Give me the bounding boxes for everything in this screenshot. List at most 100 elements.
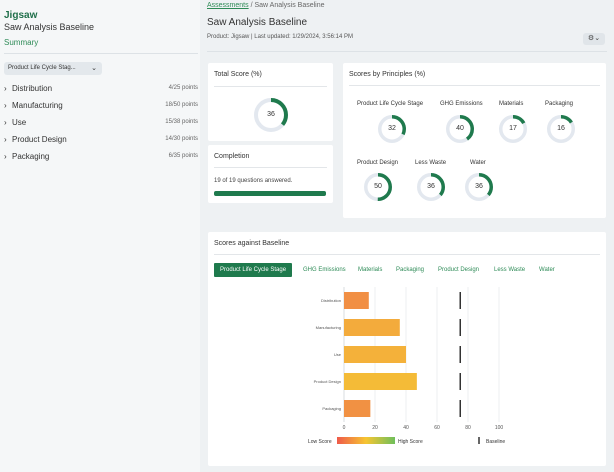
principle-gauge: 40 [446, 115, 474, 143]
sidebar-item-distribution[interactable]: › Distribution 4/25 points [4, 84, 198, 96]
assessment-name: Saw Analysis Baseline [4, 22, 95, 32]
chevron-right-icon: › [4, 84, 7, 93]
gauge-arc [499, 115, 527, 143]
tab-product-life-cycle-stage[interactable]: Product Life Cycle Stage [214, 263, 293, 277]
legend-high-label: High Score [398, 439, 423, 445]
gauge-arc [364, 173, 392, 201]
divider [349, 85, 600, 86]
gauge-value: 16 [557, 125, 565, 132]
completion-card: Completion 19 of 19 questions answered. [208, 145, 333, 203]
sidebar-item-points: 14/30 points [165, 136, 198, 142]
principles-card: Scores by Principles (%) Product Life Cy… [343, 63, 606, 218]
baseline-title: Scores against Baseline [214, 240, 290, 247]
gauge-value: 36 [475, 183, 483, 190]
category-label: Use [334, 352, 342, 357]
total-score-title: Total Score (%) [214, 71, 262, 78]
sidebar-item-manufacturing[interactable]: › Manufacturing 18/50 points [4, 101, 198, 113]
x-tick-label: 100 [495, 425, 504, 431]
category-label: Product Design [314, 379, 341, 384]
legend-low-label: Low Score [308, 439, 332, 445]
principle-gauge: 17 [499, 115, 527, 143]
category-dropdown-label: Product Life Cycle Stag... [8, 65, 76, 71]
bar [344, 346, 406, 363]
completion-progress-bar [214, 191, 326, 196]
principle-gauge: 32 [378, 115, 406, 143]
breadcrumb-separator: / [250, 2, 253, 9]
principle-label: Water [470, 160, 486, 166]
chevron-right-icon: › [4, 135, 7, 144]
principle-label: Product Life Cycle Stage [357, 101, 424, 107]
x-tick-label: 40 [403, 425, 409, 431]
tab-product-design[interactable]: Product Design [438, 267, 480, 273]
settings-button[interactable]: ⚙⌄ [583, 33, 605, 45]
divider [214, 254, 600, 255]
completion-title: Completion [214, 153, 250, 160]
gauge-arc [378, 115, 406, 143]
sidebar-item-points: 6/35 points [168, 153, 198, 159]
completion-progress-fill [214, 191, 326, 196]
sidebar-item-points: 4/25 points [168, 85, 198, 91]
principle-gauge: 16 [547, 115, 575, 143]
summary-link[interactable]: Summary [4, 38, 39, 47]
principle-label: Product Design [357, 160, 399, 166]
divider [214, 86, 327, 87]
sidebar-item-label: Use [12, 118, 27, 127]
sidebar-item-points: 18/50 points [165, 102, 198, 108]
completion-text: 19 of 19 questions answered. [214, 178, 293, 184]
chevron-right-icon: › [4, 101, 7, 110]
sidebar-item-use[interactable]: › Use 15/38 points [4, 118, 198, 130]
x-tick-label: 0 [343, 425, 346, 431]
score-gradient-legend [337, 437, 395, 444]
sidebar-item-product-design[interactable]: › Product Design 14/30 points [4, 135, 198, 147]
sidebar-item-points: 15/38 points [165, 119, 198, 125]
gauge-arc [446, 115, 474, 143]
divider [4, 53, 198, 54]
principle-gauge: 50 [364, 173, 392, 201]
category-label: Distribution [321, 298, 341, 303]
category-label: Manufacturing [316, 325, 341, 330]
tab-packaging[interactable]: Packaging [396, 267, 425, 273]
category-label: Packaging [322, 406, 341, 411]
bar [344, 400, 371, 417]
sidebar-item-label: Product Design [12, 135, 67, 144]
gauge-arc [254, 98, 288, 132]
principle-label: Materials [499, 101, 524, 107]
x-tick-label: 60 [434, 425, 440, 431]
gauge-value: 40 [456, 125, 464, 132]
chevron-right-icon: › [4, 152, 7, 161]
sidebar: Jigsaw Saw Analysis Baseline Summary Pro… [0, 0, 200, 472]
chevron-down-icon: ⌄ [91, 65, 97, 72]
page-title: Saw Analysis Baseline [207, 17, 308, 28]
tab-ghg-emissions[interactable]: GHG Emissions [303, 267, 346, 273]
breadcrumb: Assessments / Saw Analysis Baseline [207, 2, 325, 9]
principles-title: Scores by Principles (%) [349, 71, 426, 78]
principle-label: Packaging [545, 101, 574, 107]
category-dropdown[interactable]: Product Life Cycle Stag... ⌄ [4, 62, 102, 75]
gauge-value: 36 [267, 111, 275, 118]
gauge-value: 36 [427, 183, 435, 190]
principle-label: GHG Emissions [440, 101, 483, 107]
gear-icon: ⚙⌄ [587, 35, 601, 42]
principle-gauge: 36 [417, 173, 445, 201]
tab-water[interactable]: Water [539, 267, 555, 273]
gauge-arc [465, 173, 493, 201]
x-tick-label: 80 [465, 425, 471, 431]
bar [344, 319, 400, 336]
principle-label: Less Waste [415, 160, 447, 166]
principle-gauge: 36 [465, 173, 493, 201]
bar [344, 373, 417, 390]
sidebar-item-packaging[interactable]: › Packaging 6/35 points [4, 152, 198, 164]
gauge-value: 50 [374, 183, 382, 190]
total-score-card: Total Score (%) 36 [208, 63, 333, 141]
sidebar-item-label: Distribution [12, 84, 53, 93]
bar [344, 292, 369, 309]
tab-materials[interactable]: Materials [358, 267, 383, 273]
legend-baseline-label: Baseline [486, 439, 505, 445]
gauge-arc [547, 115, 575, 143]
tab-less-waste[interactable]: Less Waste [494, 267, 526, 273]
breadcrumb-current: Saw Analysis Baseline [254, 2, 325, 9]
sidebar-item-label: Packaging [12, 152, 50, 161]
total-score-gauge: 36 [254, 98, 288, 132]
breadcrumb-assessments-link[interactable]: Assessments [207, 2, 249, 9]
